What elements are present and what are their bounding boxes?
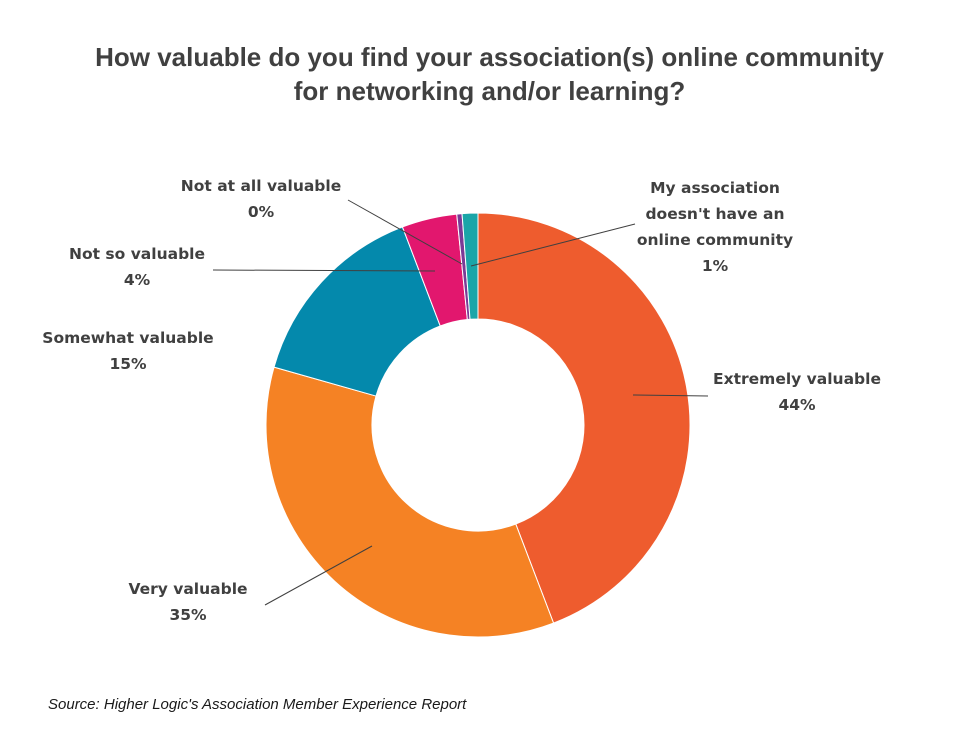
leader-line-extremely-valuable xyxy=(632,394,709,397)
chart-title: How valuable do you find your associatio… xyxy=(0,40,979,108)
slice-my-association-doesn-t-have-an-online-community xyxy=(461,212,479,320)
slice-labels: Extremely valuable 44% Very valuable 35% Som… xyxy=(42,177,881,624)
data-label-my-association-doesn-t-have-an-online-community: My association doesn't have an online comm… xyxy=(637,179,793,275)
chart-title-line-1: How valuable do you find your associatio… xyxy=(95,42,884,72)
data-label-extremely-valuable: Extremely valuable 44% xyxy=(713,370,881,414)
data-label-not-at-all-valuable: Not at all valuable 0% xyxy=(181,177,341,221)
data-label-somewhat-valuable: Somewhat valuable 15% xyxy=(42,329,213,373)
leader-line-not-so-valuable xyxy=(212,269,436,272)
data-label-very-valuable: Very valuable 35% xyxy=(128,580,247,624)
source-note: Source: Higher Logic's Association Membe… xyxy=(48,696,467,713)
slice-extremely-valuable xyxy=(477,212,691,624)
slice-very-valuable xyxy=(265,366,555,638)
leader-line-very-valuable xyxy=(264,545,373,606)
data-label-not-so-valuable: Not so valuable 4% xyxy=(69,245,205,289)
slice-somewhat-valuable xyxy=(273,226,441,397)
leader-line-my-association-doesn-t-have-an-online-community xyxy=(470,223,636,267)
chart-title-line-2: for networking and/or learning? xyxy=(293,76,686,106)
leader-line-not-at-all-valuable xyxy=(347,199,463,265)
donut-slices xyxy=(265,212,691,638)
